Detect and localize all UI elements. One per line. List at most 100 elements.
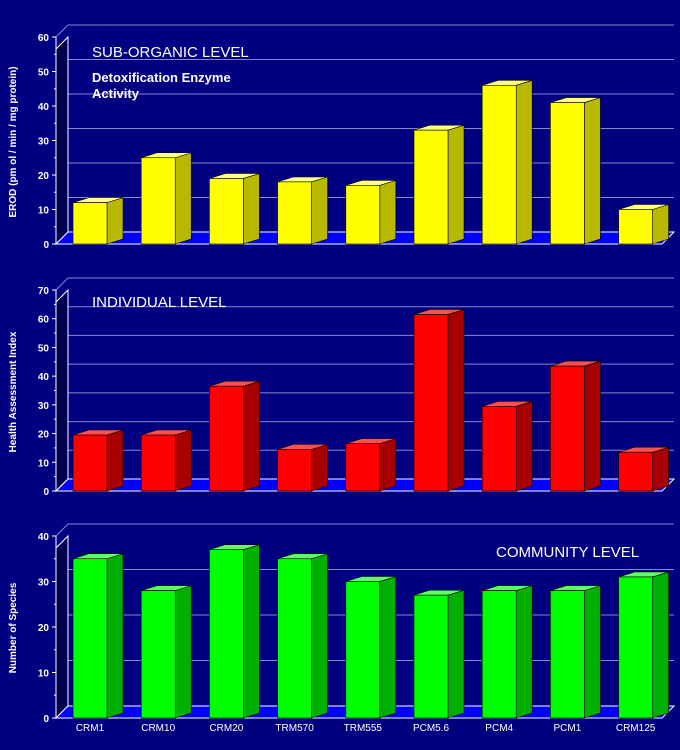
y-tick-label: 10 [38,206,50,217]
bar-side [652,571,669,719]
y-tick-label: 0 [43,487,49,498]
y-tick-label: 60 [38,33,50,44]
bar-side [174,429,192,492]
bar-front [345,443,381,492]
bar-front [481,405,517,492]
bar-side [584,360,601,492]
bar-pcm1 [550,360,601,492]
bar-crm1 [72,553,124,719]
bar-trm570 [277,553,328,719]
bar-trm555 [345,179,397,245]
bar-trm570 [277,176,328,245]
bar-front [550,365,585,492]
bar-side [584,97,601,245]
bar-crm20 [209,380,260,492]
y-tick-label: 50 [38,343,50,354]
bar-crm1 [72,429,124,492]
bar-side [174,152,192,245]
y-tick-label: 40 [38,372,50,383]
bar-side [515,79,533,245]
gridline-depth [55,523,69,537]
bar-pcm1 [550,97,601,245]
y-tick-label: 40 [38,532,50,543]
bar-front [72,558,108,719]
bar-front [277,181,312,245]
bar-side [447,308,465,492]
bar-side [447,589,465,719]
bar-side [243,544,260,719]
bar-trm570 [277,443,328,492]
x-tick-label: PCM4 [485,723,513,734]
bar-crm125 [618,446,669,492]
left-wall [55,534,69,720]
bar-front [618,209,653,245]
annotation-activity: Activity [92,86,140,101]
bar-crm10 [140,585,192,719]
left-wall [55,288,69,493]
x-tick-label: CRM125 [616,723,656,734]
y-tick-label: 20 [38,623,50,634]
y-tick-label: 50 [38,68,50,79]
x-tick-label: PCM1 [554,723,582,734]
bar-trm555 [345,576,397,719]
bar-side [311,443,328,492]
y-tick-label: 0 [43,240,49,251]
bar-crm20 [209,173,260,245]
annotation-sub-organic-level: SUB-ORGANIC LEVEL [92,44,249,61]
bar-front [209,385,244,492]
y-tick-labels: 0 10 20 30 40 50 60 70 [38,286,50,498]
bar-pcm5-6 [413,124,465,245]
x-tick-label: CRM1 [76,723,105,734]
y-axis-label: EROD (pm ol / min / mg protein) [8,66,19,217]
bars [72,79,669,245]
bar-side [311,553,328,719]
bar-crm10 [140,429,192,492]
y-tick-label: 30 [38,401,50,412]
bar-side [515,585,533,719]
x-tick-label: CRM20 [209,723,243,734]
bars [72,544,669,719]
bar-front [481,590,517,719]
annotation-community-level: COMMUNITY LEVEL [496,544,639,561]
bar-side [379,576,397,719]
bar-front [277,449,312,492]
bar-side [106,553,124,719]
bar-side [106,197,124,245]
bar-side [584,585,601,719]
bars [72,308,669,492]
bar-crm20 [209,544,260,719]
y-tick-label: 60 [38,315,50,326]
y-tick-label: 10 [38,669,50,680]
panel-sub-organic: 0 10 20 30 40 50 60 EROD (pm ol / min / mg pro… [8,24,676,251]
bar-front [140,434,176,492]
y-tick-label: 0 [43,714,49,725]
bar-pcm5-6 [413,308,465,492]
bar-front [550,102,585,245]
y-axis-label: Number of Species [8,582,19,673]
bar-side [243,380,260,492]
y-tick-label: 20 [38,430,50,441]
annotation-detoxification: Detoxification Enzyme [92,70,231,85]
bar-trm555 [345,438,397,492]
annotation-individual-level: INDIVIDUAL LEVEL [92,294,227,311]
bar-pcm5-6 [413,589,465,719]
x-tick-label: PCM5.6 [413,723,450,734]
bar-front [413,129,449,245]
bar-pcm4 [481,585,533,719]
x-tick-label: TRM570 [275,723,314,734]
bar-side [447,124,465,245]
y-tick-label: 20 [38,171,50,182]
bar-front [209,549,244,719]
y-tick-label: 10 [38,458,50,469]
x-tick-label: CRM10 [141,723,175,734]
bar-front [413,314,449,492]
bar-side [379,438,397,492]
y-tick-label: 30 [38,578,50,589]
gridline-depth [55,24,69,38]
x-tick-labels: CRM1 CRM10 CRM20 TRM570 TRM555 PCM5.6 PCM4 PCM1… [76,723,656,734]
y-tick-label: 30 [38,137,50,148]
left-wall [55,35,69,246]
y-tick-labels: 0 10 20 30 40 50 60 [38,33,50,251]
bar-front [618,576,653,719]
